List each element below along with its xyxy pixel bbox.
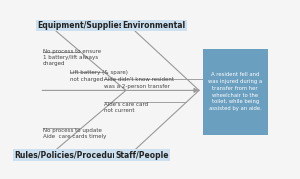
Text: No process to update
Aide  care cards timely: No process to update Aide care cards tim… [43,128,106,139]
Text: Environmental: Environmental [122,21,185,30]
Text: Rules/Policies/Procedures: Rules/Policies/Procedures [14,151,126,160]
Text: Equipment/Supplies: Equipment/Supplies [38,21,124,30]
Text: Staff/People: Staff/People [116,151,169,160]
Text: Lift battery (& spare)
not charged: Lift battery (& spare) not charged [70,70,128,82]
Text: Aide's care card
not current: Aide's care card not current [104,102,148,113]
FancyBboxPatch shape [202,49,268,134]
Text: No process to ensure
1 battery/lift always
charged: No process to ensure 1 battery/lift alwa… [43,49,101,66]
Text: Aide didn't know resident
was a 2-person transfer: Aide didn't know resident was a 2-person… [104,77,174,88]
Text: A resident fell and
was injured during a
transfer from her
wheelchair to the
toi: A resident fell and was injured during a… [208,72,262,111]
